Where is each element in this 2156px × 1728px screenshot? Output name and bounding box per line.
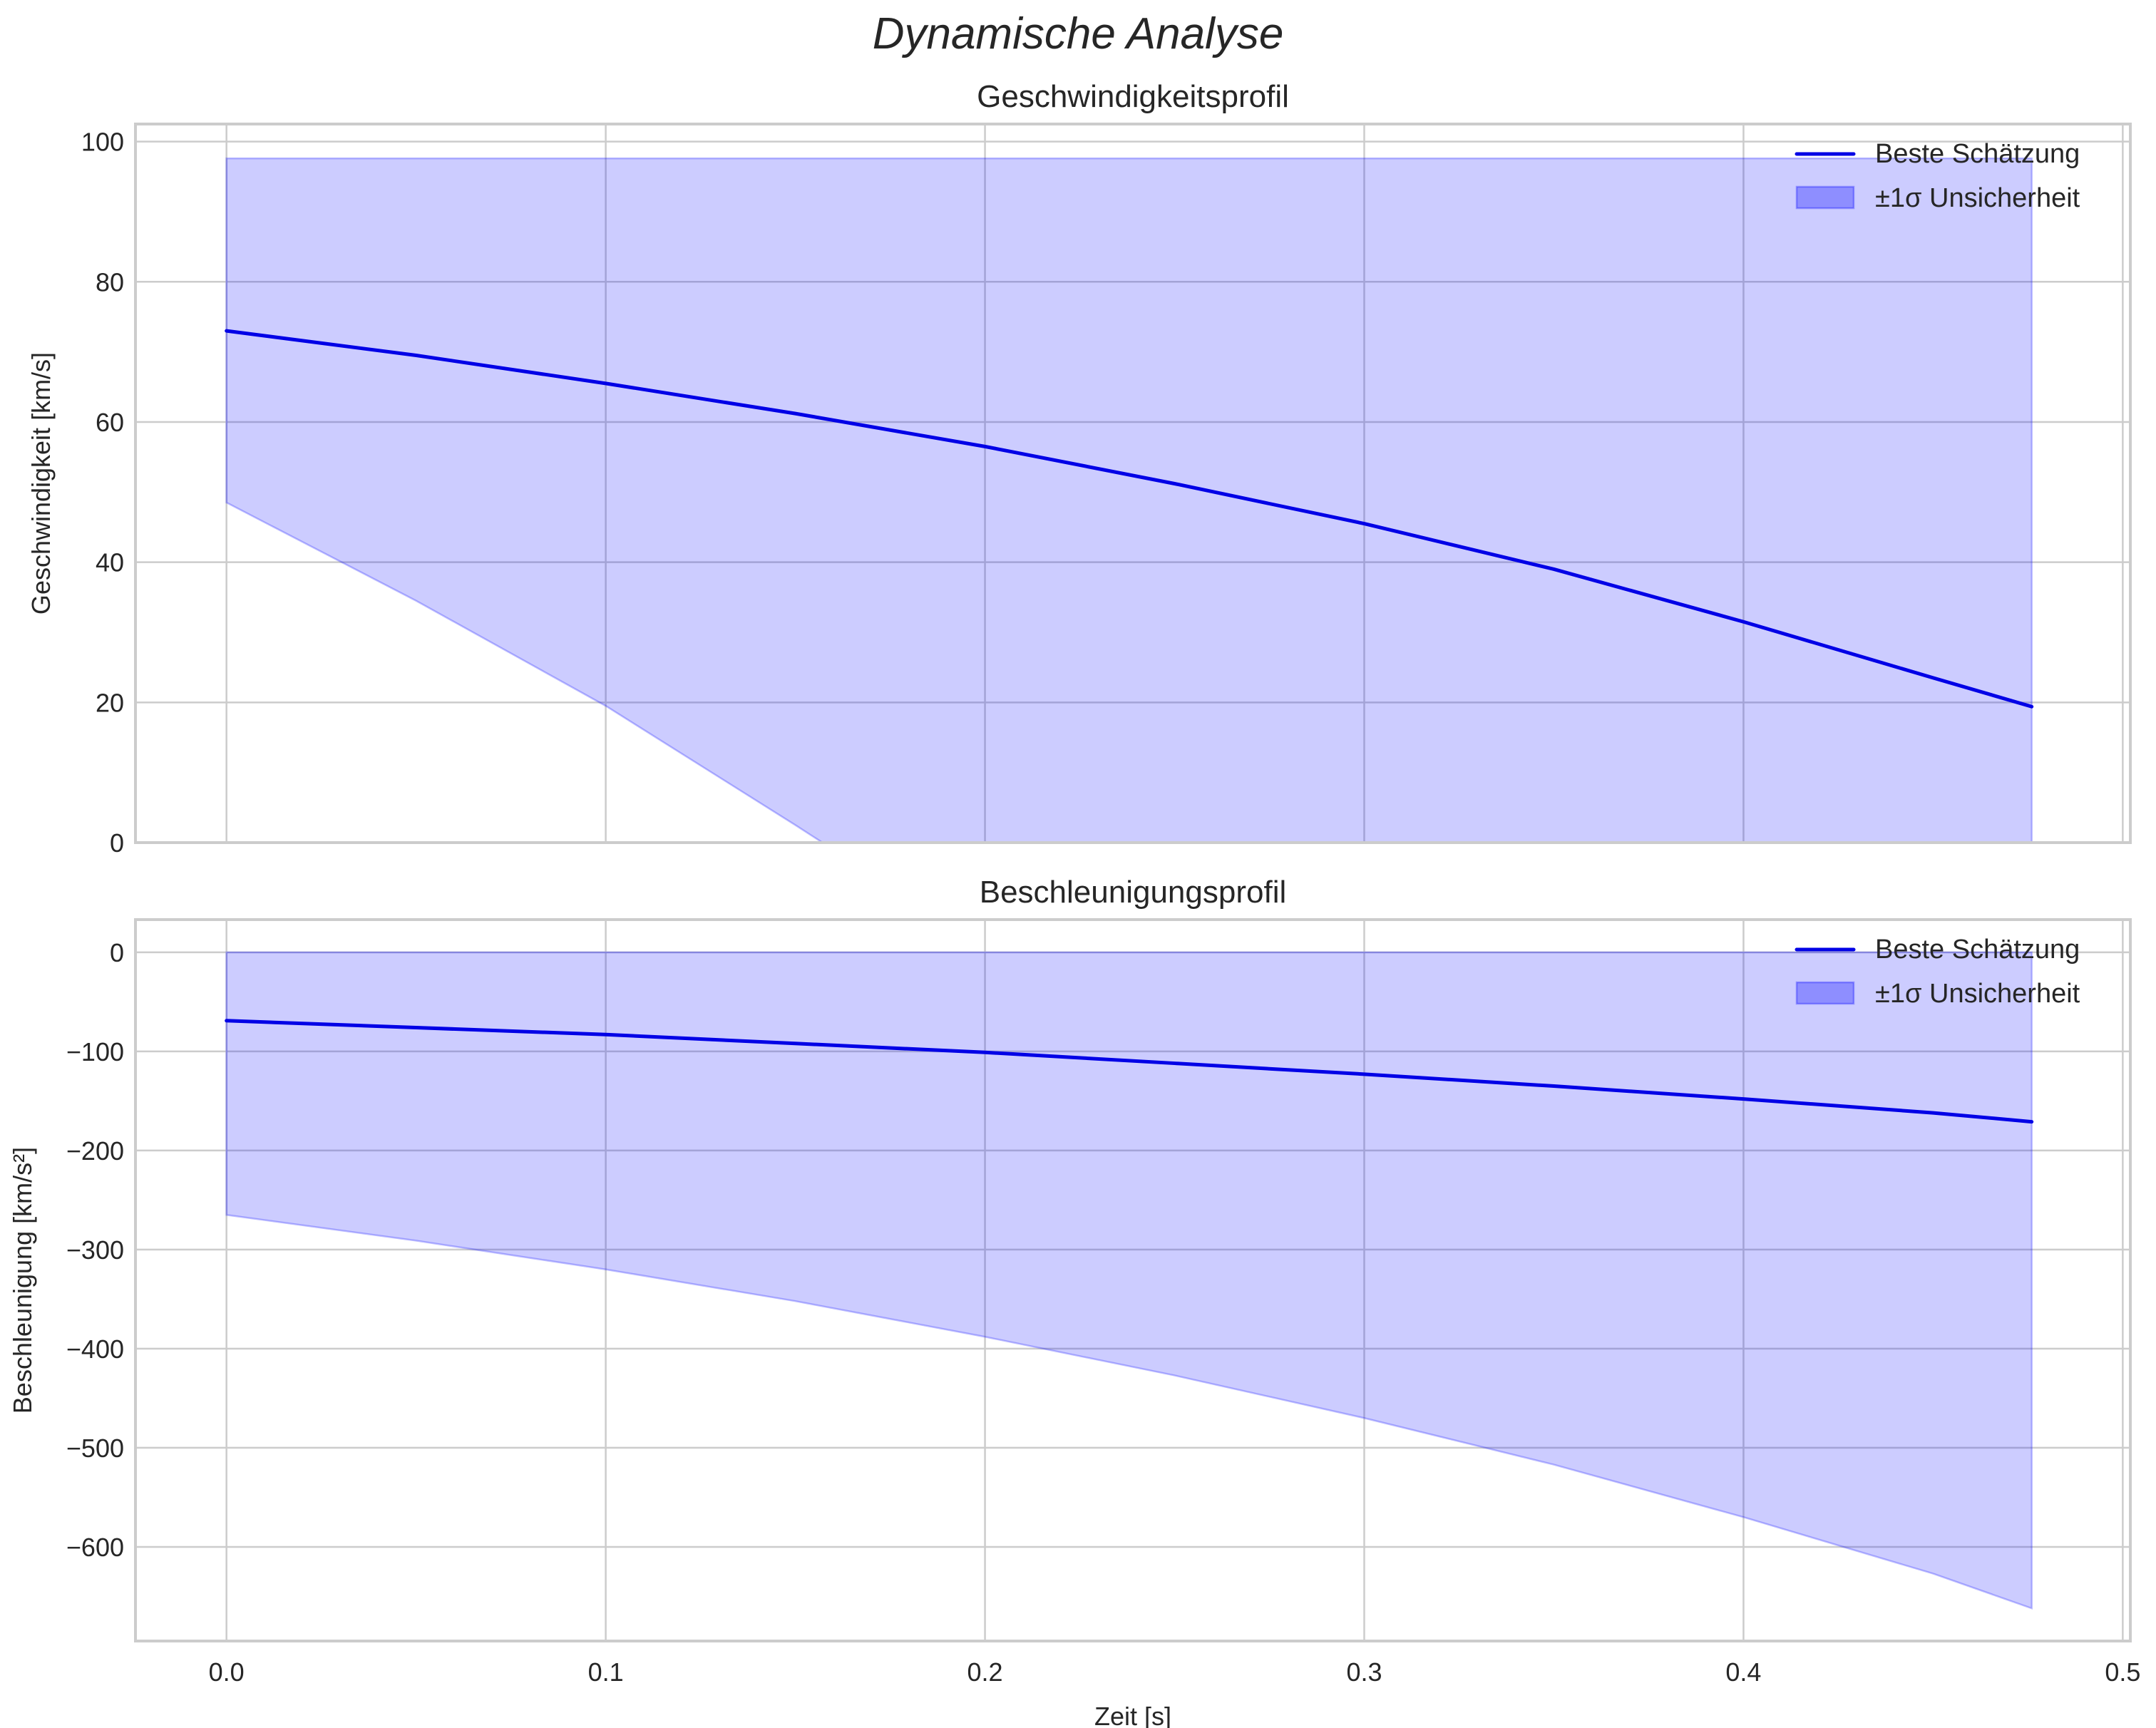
legend: Beste Schätzung ±1σ Unsicherheit <box>1795 935 2080 1009</box>
figure-title: Dynamische Analyse <box>873 9 1284 58</box>
x-tick-label: 0.1 <box>588 1657 624 1687</box>
legend-label-best: Beste Schätzung <box>1875 935 2080 965</box>
legend-label-band: ±1σ Unsicherheit <box>1875 979 2080 1009</box>
x-axis-label: Zeit [s] <box>1094 1702 1171 1728</box>
y-tick-label: 20 <box>96 688 124 717</box>
legend-band-icon <box>1795 185 1855 210</box>
axes-frame <box>134 918 2132 1642</box>
axes-frame <box>134 123 2132 844</box>
velocity-panel: Geschwindigkeitsprofil 0 20 40 60 80 100 Geschw… <box>26 79 2132 858</box>
y-tick-label: 0 <box>110 938 124 967</box>
y-tick-label: −100 <box>66 1037 124 1066</box>
x-tick-label: 0.4 <box>1725 1657 1761 1687</box>
y-tick-label: 60 <box>96 408 124 437</box>
x-tick-label: 0.0 <box>209 1657 245 1687</box>
y-axis-label: Geschwindigkeit [km/s] <box>26 352 56 614</box>
grid <box>135 920 2130 1641</box>
y-axis-label: Beschleunigung [km/s²] <box>8 1147 37 1414</box>
best-estimate-line <box>225 329 2034 709</box>
best-estimate-line <box>225 1019 2034 1124</box>
y-tick-label: −600 <box>66 1533 124 1562</box>
x-tick-label: 0.5 <box>2105 1657 2140 1687</box>
x-tick-label: 0.3 <box>1346 1657 1382 1687</box>
uncertainty-band <box>225 951 2033 1610</box>
legend: Beste Schätzung ±1σ Unsicherheit <box>1795 139 2080 213</box>
y-tick-label: 100 <box>81 128 124 157</box>
uncertainty-band <box>225 157 2033 843</box>
acceleration-panel: Beschleunigungsprofil 0 −100 −200 −300 −400 −5… <box>8 875 2140 1728</box>
legend-band-icon <box>1795 981 1855 1005</box>
legend-label-band: ±1σ Unsicherheit <box>1875 183 2080 213</box>
y-tick-label: −400 <box>66 1334 124 1364</box>
y-tick-label: −300 <box>66 1235 124 1265</box>
y-tick-label: 80 <box>96 267 124 297</box>
y-tick-label: −200 <box>66 1136 124 1166</box>
legend-label-best: Beste Schätzung <box>1875 139 2080 169</box>
x-tick-label: 0.2 <box>967 1657 1003 1687</box>
panel-title: Geschwindigkeitsprofil <box>977 79 1289 114</box>
y-tick-label: 0 <box>110 828 124 858</box>
y-tick-label: 40 <box>96 548 124 577</box>
y-tick-label: −500 <box>66 1434 124 1463</box>
panel-title: Beschleunigungsprofil <box>980 875 1287 910</box>
